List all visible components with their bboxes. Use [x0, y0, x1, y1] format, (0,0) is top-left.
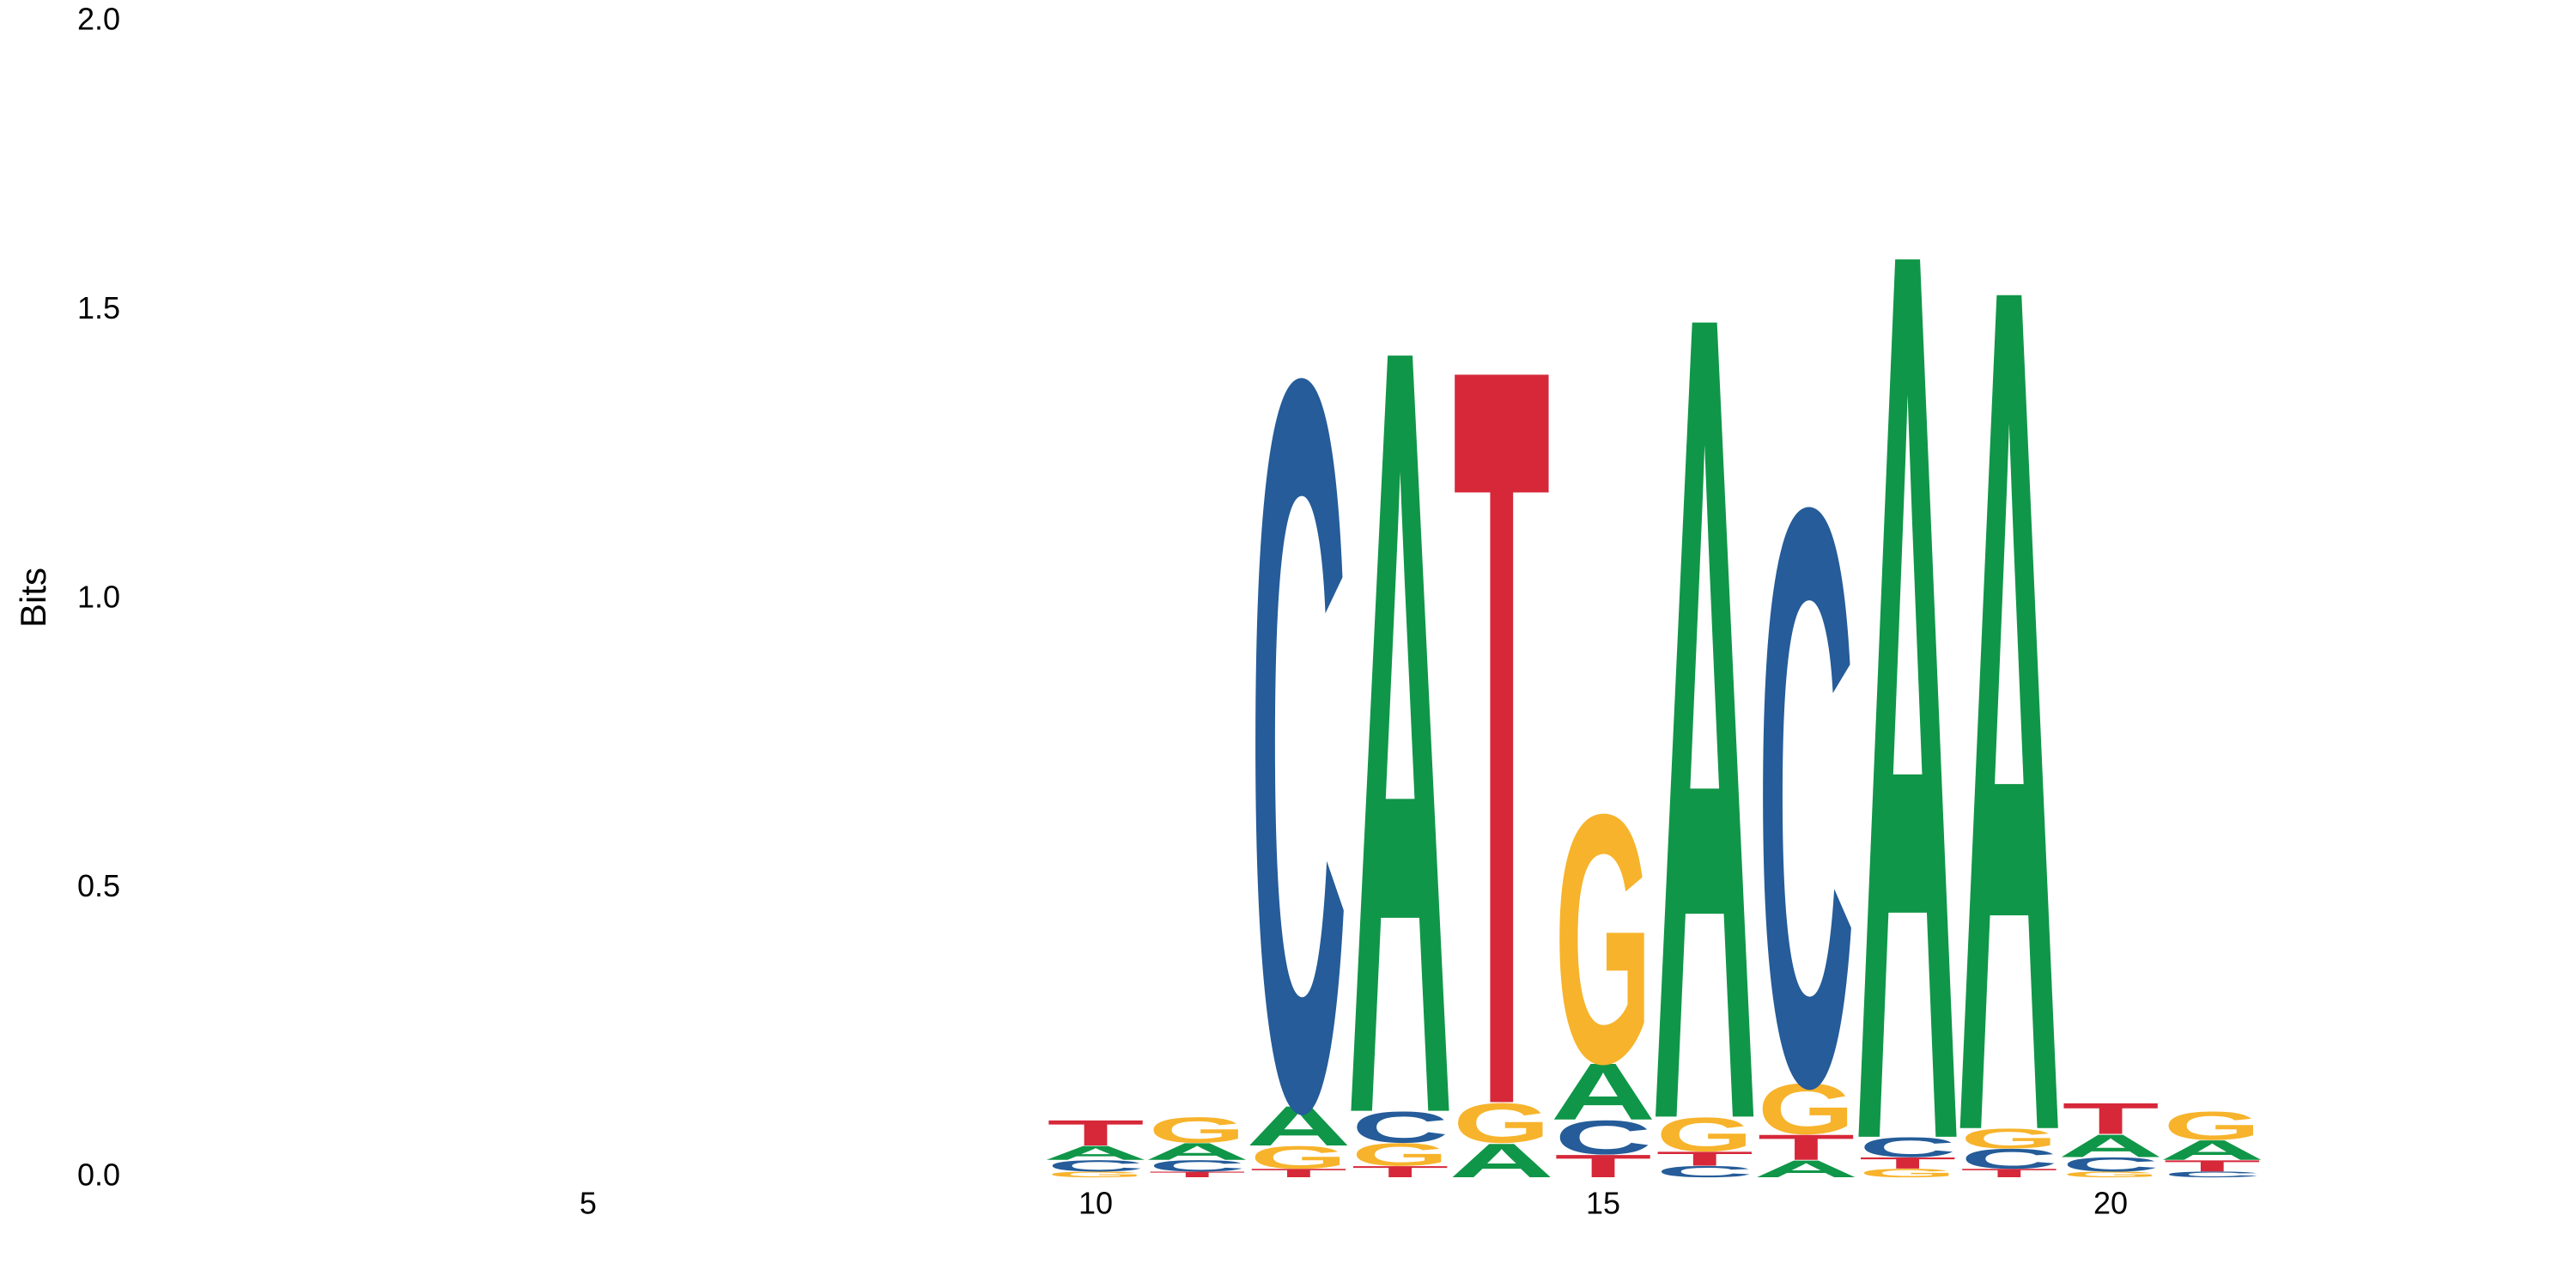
logo-letter: G	[1758, 1069, 1855, 1150]
logo-letter: G	[2164, 1103, 2261, 1148]
logo-letter: A	[1347, 118, 1453, 1288]
logo-letter: C	[1656, 1163, 1753, 1181]
logo-letter: G	[1250, 1139, 1347, 1176]
logo-letter: T	[1859, 1154, 1956, 1172]
logo-letter: T	[1554, 1148, 1651, 1184]
logo-letter: C	[1352, 1103, 1449, 1152]
logo-letter: T	[1352, 1163, 1449, 1181]
logo-letter: A	[1652, 73, 1758, 1288]
logo-letter: C	[1758, 337, 1856, 1257]
logo-letter: A	[1956, 33, 2062, 1288]
logo-letter: G	[1656, 1108, 1753, 1162]
logo-letter: T	[1047, 1113, 1144, 1153]
logo-letter: A	[1246, 1095, 1352, 1157]
logo-letter: G	[1453, 1091, 1550, 1154]
logo-letter: T	[1758, 1127, 1855, 1167]
y-tick-label: 2.0	[77, 2, 120, 37]
y-tick-label: 0.5	[77, 868, 120, 903]
logo-letter: A	[1753, 1156, 1859, 1182]
logo-letter: G	[1148, 1109, 1245, 1150]
logo-letter: C	[1960, 1143, 2058, 1175]
logo-letter: C	[1859, 1132, 1957, 1163]
logo-letter: C	[1554, 1110, 1651, 1164]
logo-letter: T	[1656, 1147, 1753, 1170]
logo-letter: A	[1145, 1138, 1250, 1164]
logo-letter: A	[1551, 1048, 1656, 1138]
y-tick-label: 1.5	[77, 290, 120, 325]
logo-letter: C	[2062, 1153, 2160, 1176]
y-axis-label: Bits	[13, 568, 53, 628]
logo-letter: C	[1250, 163, 1348, 1288]
x-tick-label: 5	[580, 1186, 597, 1221]
logo-letter: A	[1043, 1142, 1149, 1164]
y-tick-label: 1.0	[77, 580, 120, 615]
logo-letter: G	[1047, 1170, 1144, 1179]
logo-letter: A	[1449, 1133, 1554, 1188]
logo-letter: T	[1250, 1166, 1347, 1180]
logo-letter: T	[1453, 145, 1550, 1288]
logo-letter: G	[1352, 1137, 1449, 1173]
logo-letter: G	[2062, 1170, 2159, 1179]
logo-letter: T	[2062, 1094, 2159, 1144]
logo-letter: C	[2164, 1170, 2262, 1179]
x-tick-label: 15	[1586, 1186, 1620, 1221]
logo-letter: G	[1554, 740, 1651, 1138]
logo-letter: T	[1148, 1170, 1245, 1179]
logo-letter: G	[1859, 1166, 1956, 1180]
logo-letter: T	[1960, 1166, 2057, 1180]
logo-letter: A	[1855, 0, 1960, 1288]
y-tick-label: 0.0	[77, 1157, 120, 1193]
logo-letter: C	[1148, 1157, 1245, 1175]
logo-letter: A	[2058, 1128, 2164, 1164]
logo-letter: A	[2160, 1134, 2265, 1166]
x-tick-label: 10	[1078, 1186, 1113, 1221]
x-tick-label: 20	[2093, 1186, 2128, 1221]
logo-letter: T	[2164, 1157, 2261, 1175]
logo-letter: G	[1960, 1123, 2057, 1155]
logo-letter: C	[1047, 1157, 1144, 1175]
